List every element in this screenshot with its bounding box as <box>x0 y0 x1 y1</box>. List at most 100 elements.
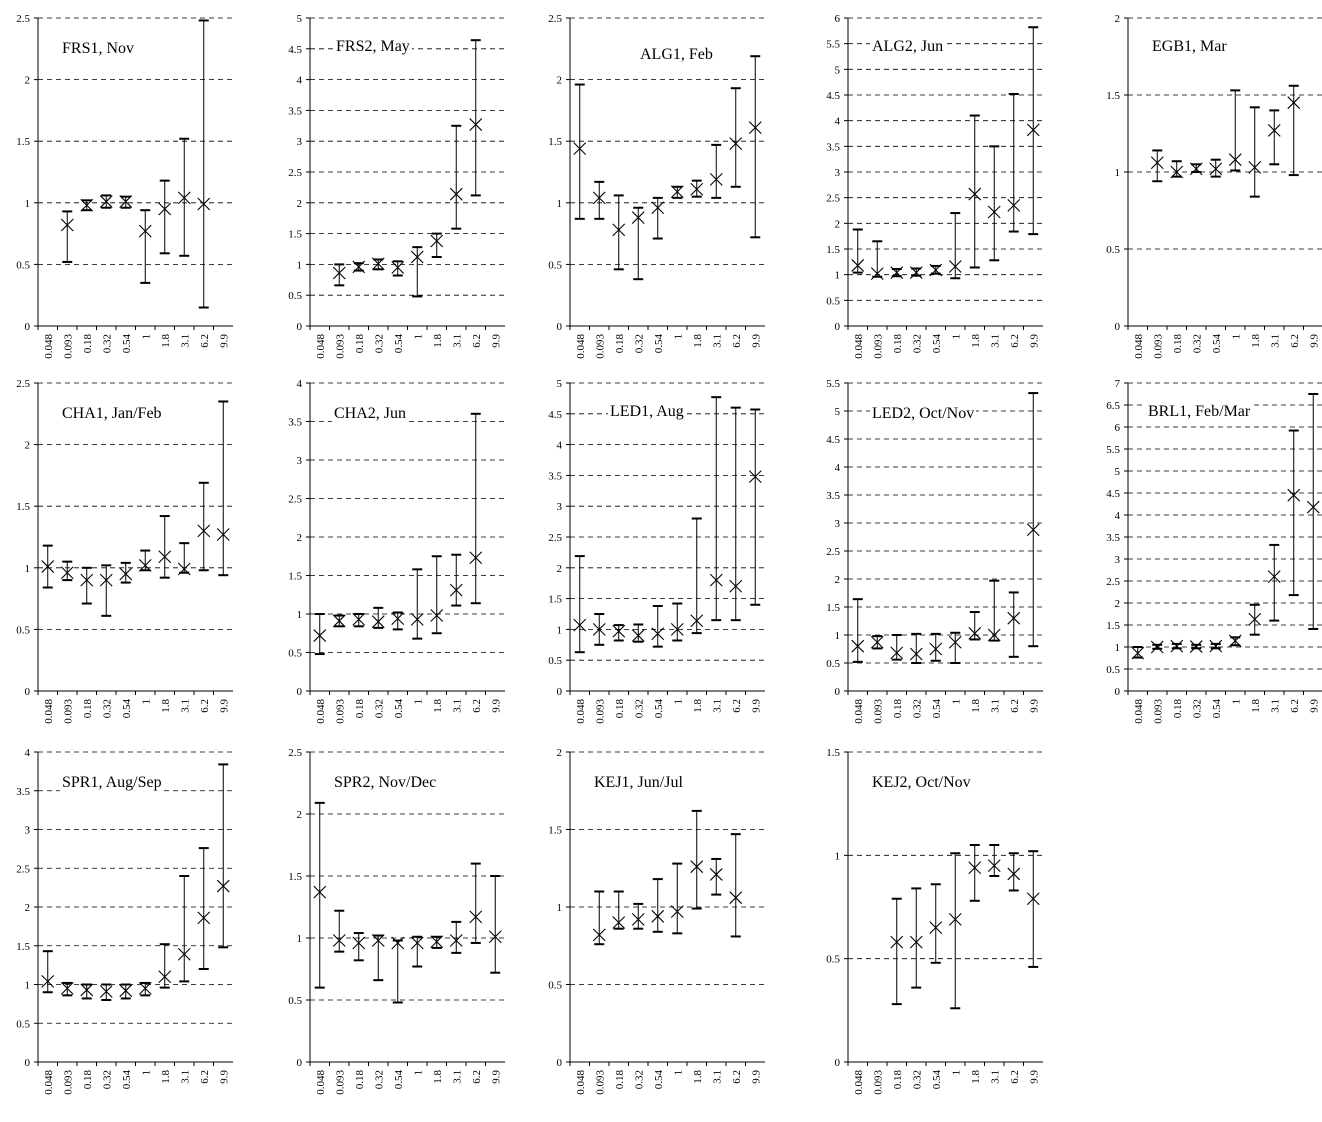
x-tick-label: 1 <box>1230 699 1242 705</box>
data-point-marker <box>332 266 346 280</box>
data-point-marker <box>592 928 606 942</box>
data-point-marker <box>60 566 74 580</box>
chart-svg: 0 0.5 1 1.5 2 2.5 0.048 0.093 0.18 0.32 0.54 1 1.8 3.… <box>16 378 233 724</box>
y-tick-label: 1 <box>557 902 563 914</box>
data-point-marker <box>1026 892 1040 906</box>
y-tick-label: 2 <box>297 809 303 821</box>
data-point-marker <box>1170 639 1184 653</box>
x-tick-label: 6.2 <box>1009 334 1021 348</box>
x-tick-label: 0.093 <box>594 334 606 359</box>
data-point-marker <box>1287 488 1301 502</box>
x-tick-label: 0.048 <box>315 1070 327 1095</box>
x-tick-label: 0.32 <box>633 1070 645 1089</box>
data-point-marker <box>709 868 723 881</box>
y-tick-label: 1 <box>835 270 841 282</box>
chart-svg: 0 0.5 1 1.5 2 0.048 0.093 0.18 0.32 0.54 1 1.8 3.1 6.… <box>1106 13 1322 359</box>
chart-panel: 0 0.5 1 1.5 2 2.5 3 3.5 4 4.5 5 0.048 0.093 0.18 0.32 0… <box>548 378 765 724</box>
y-tick-label: 4 <box>25 747 31 759</box>
data-point-marker <box>631 913 645 926</box>
panel-title: LED2, Oct/Nov <box>870 405 977 423</box>
data-point-marker <box>651 201 665 215</box>
data-point-marker <box>391 261 405 274</box>
x-tick-label: 6.2 <box>1289 334 1301 348</box>
x-tick-label: 0.048 <box>315 334 327 359</box>
chart-panel: 0 0.5 1 1.5 2 2.5 3 3.5 4 4.5 5 5.5 6 6.5 7 0.048 0.093 0… <box>1106 378 1322 724</box>
y-tick-label: 3 <box>1115 554 1121 566</box>
chart-grid: 0 0.5 1 1.5 2 2.5 0.048 0.093 0.18 0.32 0.54 1 1.8 3.… <box>16 13 1322 1095</box>
y-tick-label: 1.5 <box>16 941 30 953</box>
data-point-marker <box>449 187 463 201</box>
y-tick-label: 0 <box>25 1057 31 1069</box>
x-tick-label: 0.32 <box>911 334 923 353</box>
data-point-marker <box>870 635 884 649</box>
chart-panel: 0 0.5 1 1.5 2 2.5 3 3.5 4 4.5 5 5.5 6 0.048 0.093 0.18 0… <box>826 13 1043 359</box>
data-point-marker <box>1189 162 1203 176</box>
x-tick-label: 6.2 <box>1009 699 1021 713</box>
data-point-marker <box>909 935 923 949</box>
y-tick-label: 0.5 <box>288 290 302 302</box>
data-point-marker <box>987 859 1001 873</box>
x-tick-label: 0.54 <box>931 1070 943 1090</box>
data-point-marker <box>119 195 133 208</box>
data-point-marker <box>890 935 904 949</box>
x-tick-label: 9.9 <box>750 699 762 713</box>
x-tick-label: 1 <box>672 334 684 340</box>
y-tick-label: 0 <box>1115 321 1121 333</box>
y-tick-label: 4 <box>835 116 841 128</box>
y-tick-label: 0.5 <box>826 295 840 307</box>
y-tick-label: 1 <box>1115 642 1121 654</box>
y-tick-label: 1 <box>835 630 841 642</box>
x-tick-label: 9.9 <box>750 334 762 348</box>
y-tick-label: 4 <box>557 440 563 452</box>
y-tick-label: 3.5 <box>826 141 840 153</box>
panel-title: EGB1, Mar <box>1150 38 1229 56</box>
x-tick-label: 0.32 <box>911 699 923 718</box>
data-point-marker <box>216 528 230 541</box>
chart-svg: 0 0.5 1 1.5 2 2.5 3 3.5 4 0.048 0.093 0.18 0.32 0.54 1… <box>16 747 233 1095</box>
chart-svg: 0 0.5 1 1.5 0.048 0.093 0.18 0.32 0.54 1 1.8 3.1 6.2… <box>826 747 1043 1095</box>
x-tick-label: 0.54 <box>653 699 665 719</box>
chart-svg: 0 0.5 1 1.5 2 2.5 3 3.5 4 4.5 5 0.048 0.093 0.18 0.32 0… <box>288 13 505 359</box>
x-tick-label: 1.8 <box>432 1070 444 1084</box>
data-point-marker <box>968 187 982 201</box>
y-tick-label: 2.5 <box>16 863 30 875</box>
data-point-marker <box>1267 570 1281 583</box>
chart-svg: 0 0.5 1 1.5 2 2.5 3 3.5 4 4.5 5 0.048 0.093 0.18 0.32 0… <box>548 378 765 724</box>
y-tick-label: 2 <box>557 75 563 87</box>
data-point-marker <box>99 985 113 998</box>
data-point-marker <box>1007 867 1021 881</box>
y-tick-label: 1 <box>557 198 563 210</box>
y-tick-label: 4.5 <box>826 90 840 102</box>
y-tick-label: 1.5 <box>288 571 302 583</box>
y-tick-label: 0.5 <box>16 624 30 636</box>
data-point-marker <box>332 934 346 947</box>
y-tick-label: 3.5 <box>548 470 562 482</box>
y-tick-label: 0.5 <box>288 648 302 660</box>
data-point-marker <box>612 916 626 929</box>
chart-panel: 0 0.5 1 1.5 2 2.5 0.048 0.093 0.18 0.32 0.54 1 1.8 3.… <box>288 747 505 1095</box>
x-tick-label: 1 <box>412 1070 424 1076</box>
data-point-marker <box>60 981 74 995</box>
x-tick-label: 0.093 <box>62 699 74 724</box>
panel-title: LED1, Aug <box>608 403 686 421</box>
x-tick-label: 0.18 <box>614 699 626 719</box>
y-tick-label: 1.5 <box>288 871 302 883</box>
data-point-marker <box>851 259 865 272</box>
data-point-marker <box>60 218 74 232</box>
y-tick-label: 4 <box>835 462 841 474</box>
x-tick-label: 1.8 <box>692 699 704 713</box>
data-point-marker <box>1026 523 1040 537</box>
data-point-marker <box>690 182 704 196</box>
y-tick-label: 4 <box>297 75 303 87</box>
x-tick-label: 1.8 <box>1250 334 1262 348</box>
data-point-marker <box>909 266 923 280</box>
x-tick-label: 9.9 <box>490 334 502 348</box>
data-point-marker <box>1131 646 1145 660</box>
y-tick-label: 2.5 <box>16 378 30 390</box>
chart-svg: 0 0.5 1 1.5 2 2.5 0.048 0.093 0.18 0.32 0.54 1 1.8 3.… <box>288 747 505 1095</box>
x-tick-label: 3.1 <box>451 334 463 348</box>
x-tick-label: 0.048 <box>575 334 587 359</box>
chart-svg: 0 0.5 1 1.5 2 2.5 3 3.5 4 4.5 5 5.5 0.048 0.093 0.18 0.… <box>826 378 1043 724</box>
data-point-marker <box>313 629 327 642</box>
y-tick-label: 1.5 <box>826 602 840 614</box>
